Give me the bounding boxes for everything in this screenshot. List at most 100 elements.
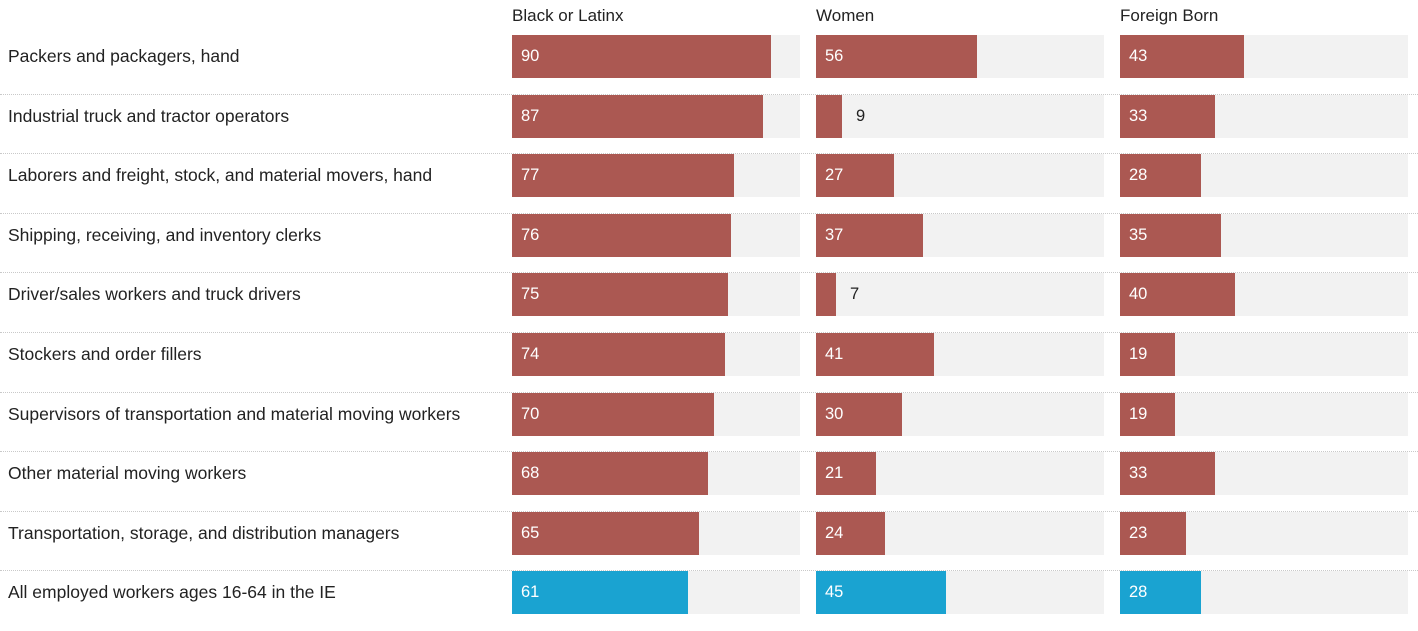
chart-row: Transportation, storage, and distributio… [0,511,1418,572]
data-label: 41 [825,345,844,363]
chart-row: Driver/sales workers and truck drivers 75… [0,273,1418,333]
bar-track: 76 [512,213,800,257]
bar-track: 27 [816,154,1104,198]
data-label: 28 [1129,166,1148,185]
row-divider [0,212,1418,214]
chart-row: Industrial truck and tractor operators 87… [0,94,1418,155]
bar [512,273,728,317]
bar [1120,333,1175,376]
category-label: Shipping, receiving, and inventory clerk… [8,224,322,245]
bar-track: 87 [512,94,800,138]
category-label: Packers and packagers, hand [8,46,240,66]
bar [816,571,946,615]
data-label: 19 [1129,345,1148,363]
data-label: 74 [521,345,540,363]
data-label: 75 [521,285,540,304]
bar-track: 74 [512,333,800,376]
bar [512,154,734,198]
bar [1120,571,1201,615]
bar-track: 19 [1120,392,1408,436]
chart-row: Packers and packagers, hand 90 56 43 [0,35,1418,95]
bar-track: 33 [1120,94,1408,138]
chart: Black or Latinx Women Foreign Born Packers … [0,6,1418,615]
bar [1120,213,1221,257]
data-label: 9 [856,106,866,125]
bar-track: 28 [1120,154,1408,198]
data-label: 23 [1129,523,1148,542]
bar-track: 37 [816,213,1104,257]
data-label: 56 [825,47,844,65]
bar [1120,273,1235,317]
bar [816,511,885,555]
bar-track: 65 [512,511,800,555]
bar-track: 21 [816,452,1104,496]
column-header: Black or Latinx [512,6,624,25]
chart-row: Shipping, receiving, and inventory clerk… [0,213,1418,274]
bar-track: 70 [512,392,800,436]
bar [1120,35,1244,78]
data-label: 35 [1129,225,1148,244]
data-label: 45 [825,583,844,602]
data-label: 61 [521,583,540,602]
data-label: 33 [1129,106,1148,125]
bar-track: 43 [1120,35,1408,78]
data-label: 28 [1129,583,1148,602]
bar [816,94,842,138]
data-label: 77 [521,166,540,185]
bar [816,333,934,376]
data-label: 7 [850,285,860,304]
bar [1120,452,1215,496]
category-label: Other material moving workers [8,463,247,484]
data-label: 33 [1129,464,1148,483]
category-label: Laborers and freight, stock, and materia… [8,165,433,186]
column-header: Foreign Born [1120,6,1219,25]
row-divider [0,570,1418,572]
row-divider [0,331,1418,333]
bar [816,213,923,257]
bar-track: 77 [512,154,800,198]
bar [512,94,763,138]
data-label: 87 [521,106,540,125]
row-divider [0,272,1418,274]
bar [512,333,725,376]
bar [1120,511,1186,555]
bar-track: 30 [816,392,1104,436]
bar [512,35,771,78]
data-label: 27 [825,166,844,185]
bar-track: 35 [1120,213,1408,257]
bar [512,511,699,555]
bar-track: 56 [816,35,1104,78]
chart-row: Other material moving workers 68 21 33 [0,452,1418,512]
data-label: 24 [825,523,844,542]
category-label: All employed workers ages 16-64 in the I… [8,582,336,603]
category-label: Supervisors of transportation and materi… [8,403,461,424]
data-label: 68 [521,464,540,483]
bar-track: 33 [1120,452,1408,496]
data-label: 19 [1129,404,1148,423]
bar-track: 90 [512,35,800,78]
data-label: 37 [825,225,844,244]
category-label: Industrial truck and tractor operators [8,105,290,126]
data-label: 70 [521,404,540,423]
data-label: 65 [521,523,540,542]
bar [512,452,708,496]
bar-track: 7 [816,273,1104,317]
bar-track: 28 [1120,571,1408,615]
data-label: 30 [825,404,844,423]
bar-track: 19 [1120,333,1408,376]
row-divider [0,510,1418,512]
bar [1120,94,1215,138]
bar-track: 40 [1120,273,1408,317]
row-divider [0,153,1418,155]
bar [816,35,977,78]
row-divider [0,451,1418,453]
bar [512,571,688,615]
bar [816,452,876,496]
bar [1120,392,1175,436]
data-label: 40 [1129,285,1148,304]
data-label: 21 [825,464,844,483]
data-label: 43 [1129,47,1148,65]
bar-track: 41 [816,333,1104,376]
bar [512,392,714,436]
bar-track: 24 [816,511,1104,555]
